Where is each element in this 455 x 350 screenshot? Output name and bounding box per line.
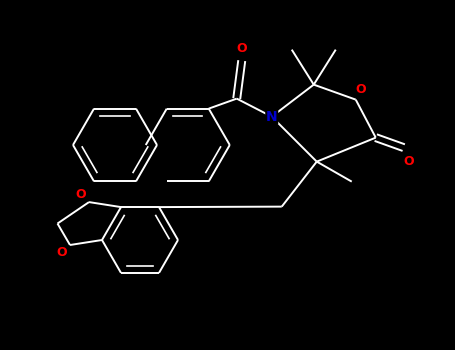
Text: O: O <box>355 83 366 96</box>
Text: N: N <box>266 110 278 124</box>
Text: O: O <box>237 42 247 55</box>
Text: O: O <box>404 155 414 168</box>
Text: O: O <box>76 188 86 201</box>
Text: O: O <box>57 246 67 259</box>
